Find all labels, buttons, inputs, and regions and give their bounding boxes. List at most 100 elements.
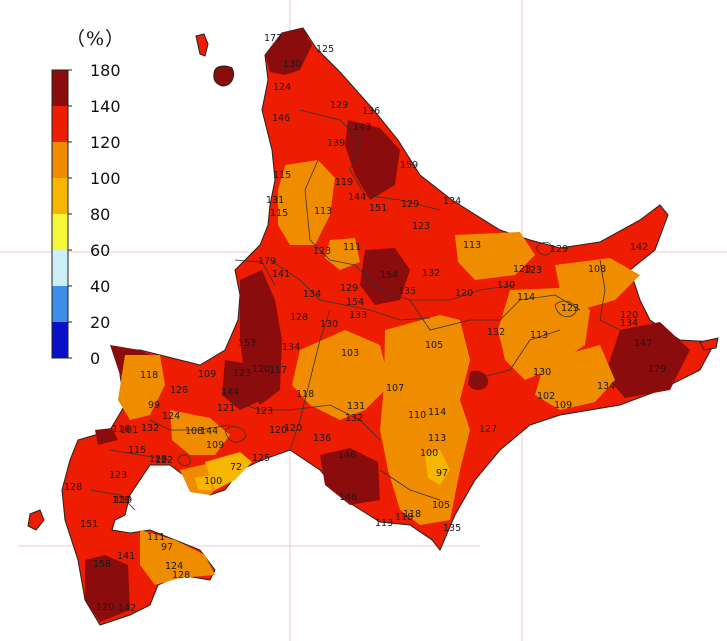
- station-value-label: 115: [128, 445, 146, 456]
- station-value-label: 103: [341, 348, 359, 359]
- station-value-label: 120: [252, 364, 270, 375]
- station-value-label: 132: [345, 413, 363, 424]
- station-value-label: 131: [347, 401, 365, 412]
- station-value-label: 122: [155, 455, 173, 466]
- colorbar-tick-label: 0: [90, 349, 100, 368]
- zone-80-100: [195, 450, 450, 490]
- station-value-label: 123: [233, 368, 251, 379]
- station-value-label: 131: [266, 195, 284, 206]
- station-value-label: 144: [348, 192, 366, 203]
- station-value-label: 153: [238, 338, 256, 349]
- station-value-label: 123: [109, 470, 127, 481]
- station-value-label: 118: [395, 512, 413, 523]
- station-value-label: 118: [403, 509, 421, 520]
- station-value-label: 97: [436, 468, 448, 479]
- station-value-label: 108: [185, 426, 203, 437]
- station-value-label: 102: [537, 391, 555, 402]
- colorbar-tick-label: 100: [90, 169, 121, 188]
- colorbar-band: [52, 214, 68, 250]
- station-value-label: 120: [96, 602, 114, 613]
- station-value-label: 115: [270, 208, 288, 219]
- station-value-label: 124: [162, 411, 180, 422]
- station-value-label: 119: [114, 495, 132, 506]
- station-value-label: 97: [161, 542, 173, 553]
- station-value-label: 154: [346, 297, 364, 308]
- station-value-label: 134: [597, 381, 615, 392]
- colorbar-tick-label: 20: [90, 313, 110, 332]
- station-value-label: 132: [487, 327, 505, 338]
- station-value-label: 130: [320, 319, 338, 330]
- station-value-label: 128: [290, 312, 308, 323]
- station-value-label: 135: [443, 523, 461, 534]
- station-value-label: 118: [140, 370, 158, 381]
- station-value-label: 124: [273, 82, 291, 93]
- station-value-label: 111: [147, 532, 165, 543]
- station-value-label: 107: [386, 383, 404, 394]
- station-value-label: 136: [313, 433, 331, 444]
- station-value-label: 110: [408, 410, 426, 421]
- station-value-label: 120: [284, 423, 302, 434]
- station-value-label: 120: [269, 425, 287, 436]
- colorbar-tick-label: 140: [90, 97, 121, 116]
- station-value-label: 130: [533, 367, 551, 378]
- station-value-label: 121: [217, 403, 235, 414]
- station-value-label: 123: [412, 221, 430, 232]
- station-value-label: 147: [634, 338, 652, 349]
- station-value-label: 127: [479, 424, 497, 435]
- station-value-label: 177: [264, 33, 282, 44]
- colorbar-tick-label: 180: [90, 61, 121, 80]
- colorbar-tick-label: 60: [90, 241, 110, 260]
- station-value-label: 130: [283, 59, 301, 70]
- station-value-label: 146: [338, 450, 356, 461]
- station-value-label: 134: [282, 342, 300, 353]
- station-value-label: 115: [273, 170, 291, 181]
- station-value-label: 113: [314, 206, 332, 217]
- station-value-label: 128: [172, 570, 190, 581]
- station-value-label: 151: [369, 203, 387, 214]
- rishiri-island: [213, 65, 235, 87]
- station-value-label: 128: [64, 482, 82, 493]
- zone-140-plus: [85, 28, 690, 622]
- station-value-label: 109: [554, 400, 572, 411]
- station-value-label: 125: [252, 453, 270, 464]
- station-value-label: 151: [80, 519, 98, 530]
- station-value-label: 126: [170, 385, 188, 396]
- station-value-label: 144: [200, 426, 218, 437]
- station-value-label: 129: [401, 199, 419, 210]
- station-value-label: 146: [272, 113, 290, 124]
- station-value-label: 130: [497, 280, 515, 291]
- colorbar-tick-label: 40: [90, 277, 110, 296]
- station-value-label: 114: [517, 292, 535, 303]
- station-value-label: 134: [443, 196, 461, 207]
- station-value-label: 114: [428, 407, 446, 418]
- station-value-label: 100: [204, 476, 222, 487]
- station-value-label: 123: [513, 264, 531, 275]
- station-value-label: 135: [398, 286, 416, 297]
- station-value-label: 179: [648, 364, 666, 375]
- colorbar-band: [52, 70, 68, 106]
- station-value-label: 113: [530, 330, 548, 341]
- colorbar-band: [52, 106, 68, 142]
- station-value-label: 142: [630, 242, 648, 253]
- colorbar-tick-label: 80: [90, 205, 110, 224]
- legend-colorbar: 180 140 120 100 80 60 40 20 0: [51, 61, 121, 368]
- station-value-label: 133: [349, 310, 367, 321]
- station-value-label: 113: [375, 518, 393, 529]
- station-value-label: 120: [455, 288, 473, 299]
- station-value-label: 72: [230, 462, 242, 473]
- station-value-label: 141: [272, 269, 290, 280]
- station-value-label: 142: [118, 603, 136, 614]
- station-value-label: 123: [561, 303, 579, 314]
- subprefecture-borders: [89, 109, 621, 511]
- station-value-label: 158: [93, 559, 111, 570]
- station-value-label: 125: [316, 44, 334, 55]
- station-value-label: 143: [353, 122, 371, 133]
- station-value-label: 105: [425, 340, 443, 351]
- colorbar-band: [52, 286, 68, 322]
- station-value-label: 123: [524, 265, 542, 276]
- station-value-label: 109: [206, 440, 224, 451]
- station-value-label: 120: [620, 310, 638, 321]
- colorbar-band: [52, 142, 68, 178]
- station-value-label: 132: [422, 268, 440, 279]
